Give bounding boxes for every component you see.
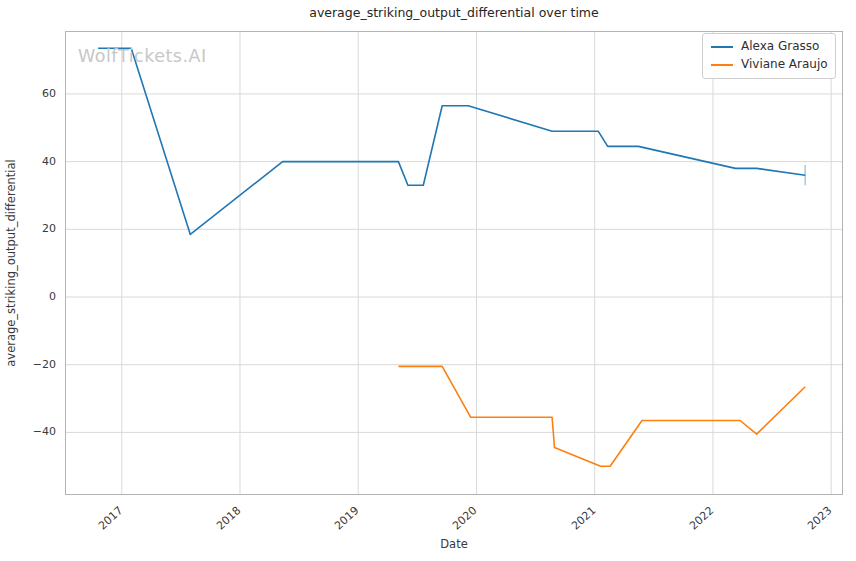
legend-label: Viviane Araujo — [741, 58, 828, 71]
legend: Alexa Grasso Viviane Araujo — [702, 33, 836, 79]
x-tick-label-2021: 2021 — [485, 502, 595, 515]
legend-item-alexa-grasso: Alexa Grasso — [711, 40, 827, 53]
x-tick-label-2017: 2017 — [12, 502, 122, 515]
line-alexa-grasso — [98, 48, 805, 234]
gridlines — [65, 31, 843, 495]
line-viviane-araujo — [398, 366, 805, 466]
plot-area — [0, 0, 856, 561]
data-lines — [98, 48, 805, 466]
x-tick-label-2018: 2018 — [130, 502, 240, 515]
x-tick-label-2019: 2019 — [248, 502, 358, 515]
legend-line-swatch — [711, 46, 733, 48]
y-axis-label: average_striking_output_differential — [4, 159, 18, 366]
figure: average_striking_output_differential ove… — [0, 0, 856, 561]
x-axis-label: Date — [65, 537, 843, 551]
y-tick-label-−40: −40 — [0, 425, 56, 439]
plot-border — [66, 32, 843, 495]
legend-item-viviane-araujo: Viviane Araujo — [711, 58, 827, 71]
x-tick-label-2020: 2020 — [366, 502, 476, 515]
x-tick-label-2022: 2022 — [603, 502, 713, 515]
legend-line-swatch — [711, 64, 733, 66]
legend-label: Alexa Grasso — [741, 40, 819, 53]
watermark: WolfTickets.AI — [78, 46, 207, 66]
x-tick-label-2023: 2023 — [721, 502, 831, 515]
y-tick-label-60: 60 — [0, 87, 56, 101]
